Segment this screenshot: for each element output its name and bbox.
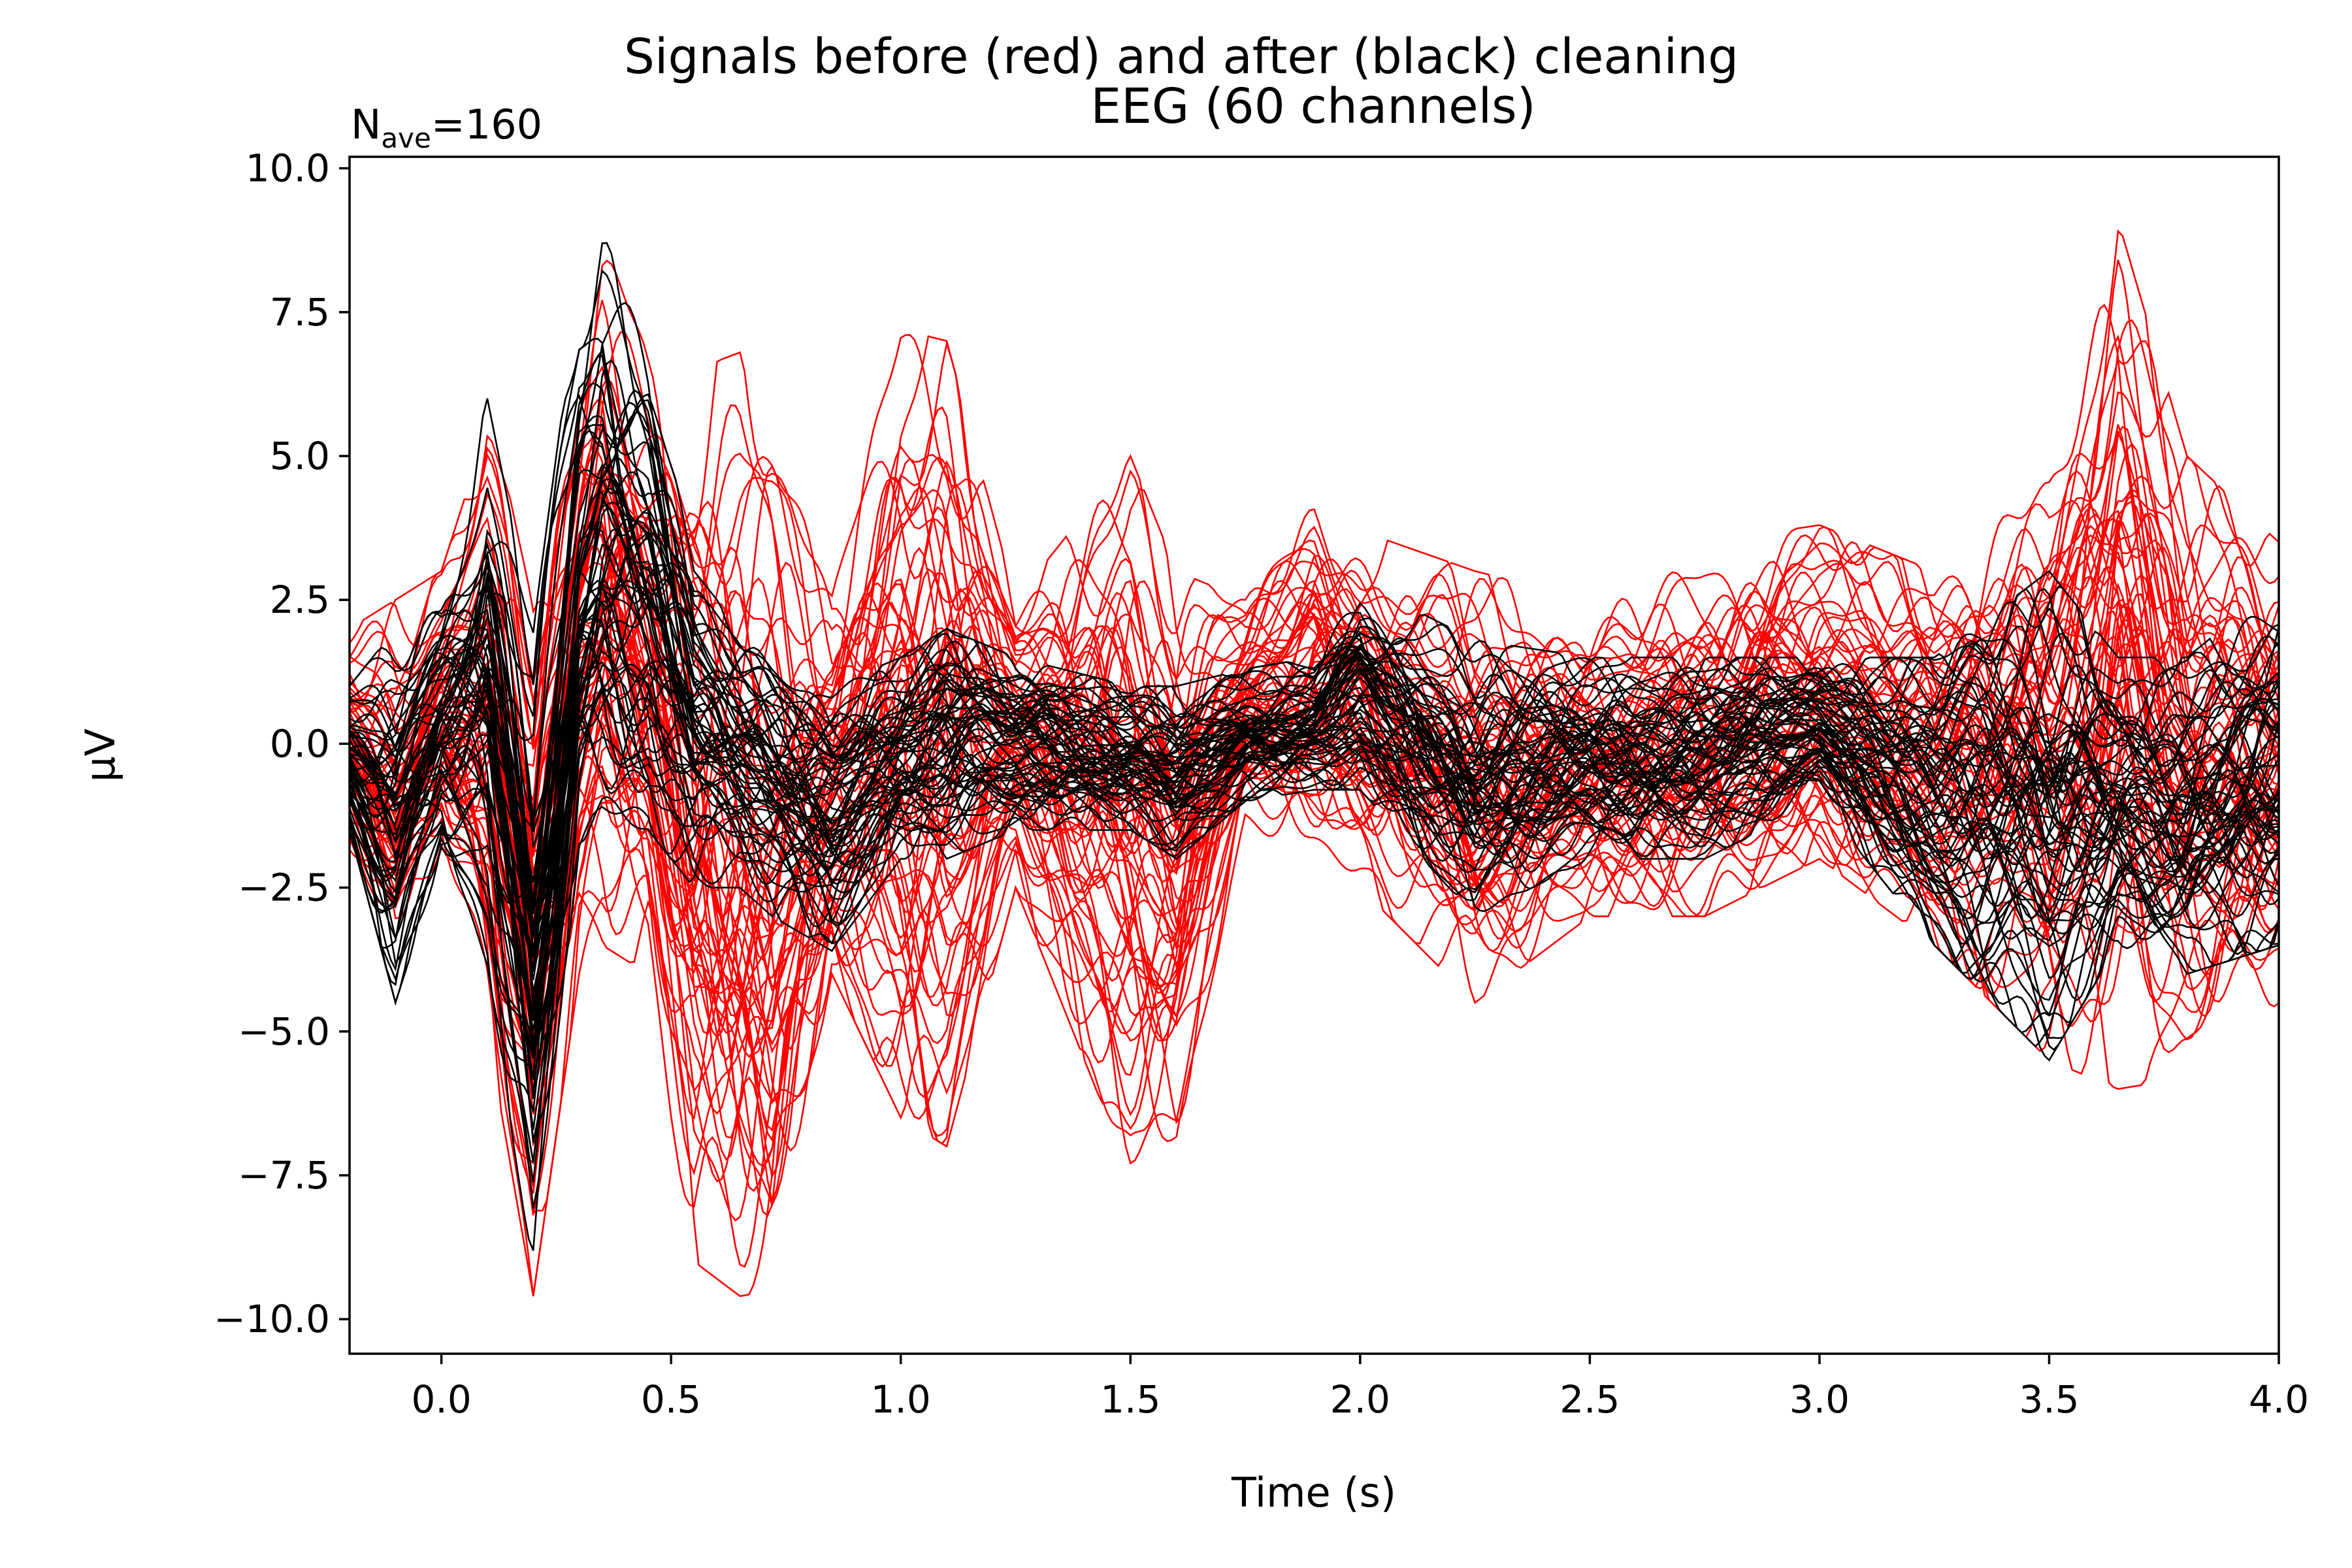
- x-tick-label: 2.0: [1330, 1377, 1390, 1422]
- black-trace-after-cleaning: [350, 661, 2279, 1141]
- y-axis-label: µV: [76, 728, 124, 782]
- black-trace-after-cleaning: [350, 581, 2279, 980]
- red-trace-before-cleaning: [350, 259, 2279, 830]
- y-tick-label: −2.5: [238, 866, 330, 910]
- red-trace-before-cleaning: [350, 442, 2279, 1217]
- black-trace-after-cleaning: [350, 566, 2279, 973]
- red-trace-before-cleaning: [350, 506, 2279, 1207]
- black-trace-after-cleaning: [350, 649, 2279, 1209]
- black-trace-after-cleaning: [350, 430, 2279, 954]
- black-trace-after-cleaning: [350, 667, 2279, 1056]
- red-trace-before-cleaning: [350, 580, 2279, 1194]
- y-tick-label: 10.0: [246, 146, 330, 191]
- black-trace-after-cleaning: [350, 593, 2279, 1163]
- nave-annotation: Nave=160: [351, 101, 542, 154]
- x-tick-label: 3.5: [2019, 1377, 2079, 1422]
- y-tick-label: −5.0: [238, 1009, 330, 1054]
- x-tick-label: 0.5: [641, 1377, 701, 1422]
- figure-suptitle: Signals before (red) and after (black) c…: [624, 29, 1739, 85]
- red-trace-before-cleaning: [350, 691, 2279, 1297]
- black-trace-after-cleaning: [350, 512, 2279, 917]
- x-tick-label: 0.0: [411, 1377, 471, 1422]
- nave-subscript: ave: [381, 122, 431, 154]
- red-trace-before-cleaning: [350, 546, 2279, 1268]
- black-trace-after-cleaning: [350, 393, 2279, 855]
- y-tick-label: 0.0: [270, 721, 330, 766]
- y-tick-label: 7.5: [270, 290, 330, 335]
- x-tick-label: 2.5: [1560, 1377, 1620, 1422]
- axes-title: EEG (60 channels): [1090, 78, 1535, 135]
- nave-value: =160: [431, 101, 542, 148]
- x-tick-label: 1.0: [871, 1377, 931, 1422]
- black-trace-after-cleaning: [350, 661, 2279, 1046]
- x-tick-label: 3.0: [1789, 1377, 1850, 1422]
- red-trace-before-cleaning: [350, 494, 2279, 1120]
- y-tick-label: 5.0: [270, 434, 330, 478]
- black-trace-after-cleaning: [350, 428, 2279, 853]
- x-axis-label: Time (s): [1231, 1469, 1396, 1516]
- black-trace-after-cleaning: [350, 706, 2279, 1080]
- black-trace-after-cleaning: [350, 527, 2279, 981]
- red-trace-before-cleaning: [350, 351, 2279, 862]
- black-trace-after-cleaning: [350, 634, 2279, 1055]
- y-axis-ticks: 10.0 7.5 5.0 2.5 0.0 −2.5 −5.0 −7.5 −10.0: [214, 146, 350, 1341]
- x-axis-ticks: 0.0 0.5 1.0 1.5 2.0 2.5 3.0 3.5 4.0: [411, 1354, 2309, 1422]
- black-trace-after-cleaning: [350, 502, 2279, 904]
- black-trace-after-cleaning: [350, 577, 2279, 938]
- black-trace-after-cleaning: [350, 586, 2279, 1034]
- plot-frame: [348, 155, 2280, 1355]
- y-tick-label: −10.0: [214, 1297, 330, 1341]
- traces-after-cleaning: [350, 242, 2279, 1251]
- x-tick-label: 1.5: [1100, 1377, 1160, 1422]
- nave-base: N: [351, 101, 381, 148]
- y-tick-label: 2.5: [270, 578, 330, 622]
- black-trace-after-cleaning: [350, 527, 2279, 1021]
- x-tick-label: 4.0: [2249, 1377, 2309, 1422]
- red-trace-before-cleaning: [350, 506, 2279, 1070]
- y-tick-label: −7.5: [238, 1153, 330, 1198]
